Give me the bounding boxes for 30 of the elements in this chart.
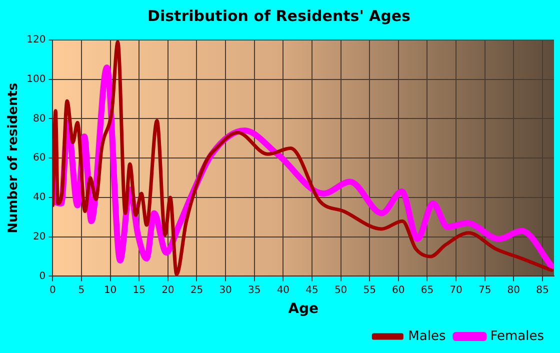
x-tick-label: 5: [78, 284, 85, 296]
x-tick-label: 20: [162, 284, 174, 296]
x-tick-label: 10: [104, 284, 117, 296]
y-tick-label: 100: [26, 74, 46, 85]
chart-title: Distribution of Residents' Ages: [148, 6, 411, 25]
x-tick-label: 25: [190, 284, 204, 296]
x-tick-label: 50: [334, 284, 348, 296]
y-tick-label: 20: [32, 231, 46, 242]
x-axis-title: Age: [288, 301, 319, 318]
x-tick-label: 75: [478, 284, 492, 296]
legend-label: Males: [408, 328, 446, 344]
y-tick-label: 80: [32, 113, 46, 124]
x-tick-label: 55: [363, 284, 376, 296]
x-tick-label: 65: [420, 284, 434, 296]
x-tick-label: 45: [306, 284, 318, 296]
y-axis-title: Number of residents: [6, 82, 22, 234]
legend-label: Females: [490, 328, 544, 344]
x-tick-label: 35: [248, 284, 261, 296]
x-tick-label: 15: [132, 284, 146, 296]
x-tick-label: 40: [276, 284, 290, 296]
y-tick-label: 0: [39, 270, 46, 282]
x-tick-label: 0: [50, 284, 56, 296]
x-tick-label: 30: [219, 284, 232, 296]
x-tick-label: 60: [392, 284, 405, 296]
x-tick-label: 85: [536, 284, 549, 296]
y-tick-label: 40: [32, 192, 46, 204]
y-tick-label: 120: [26, 34, 46, 46]
y-tick-label: 60: [32, 152, 46, 164]
x-tick-label: 80: [507, 284, 520, 296]
x-tick-label: 70: [450, 284, 462, 296]
